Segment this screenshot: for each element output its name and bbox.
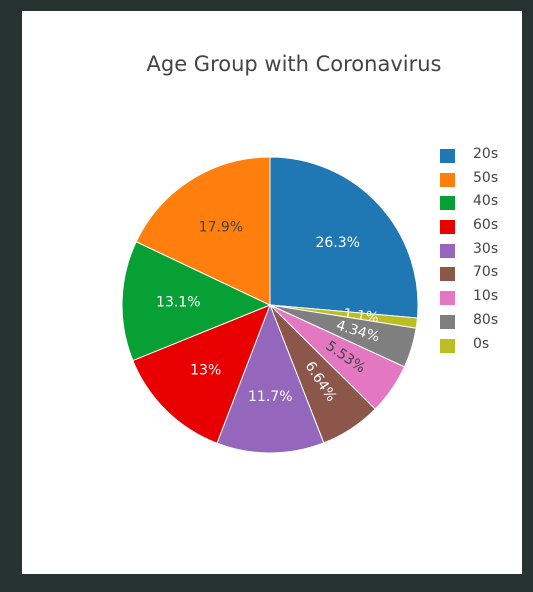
legend-item-0s[interactable]: 0s [440,335,520,359]
legend-item-60s[interactable]: 60s [440,216,520,240]
legend-swatch [440,314,455,329]
legend-swatch [440,338,455,353]
legend-item-70s[interactable]: 70s [440,263,520,287]
chart-title: Age Group with Coronavirus [146,52,442,76]
pie-chart: 26.3%1.1%4.34%5.53%6.64%11.7%13%13.1%17.… [121,156,419,454]
legend-item-10s[interactable]: 10s [440,287,520,311]
legend: 20s 50s 40s 60s 30s 70s 10s 80s 0s [440,145,520,358]
pie-slice-20s[interactable] [269,156,419,319]
legend-swatch [440,267,455,282]
chart-panel: Age Group with Coronavirus 26.3% 1.1% 4.34… [22,11,522,574]
legend-item-50s[interactable]: 50s [440,169,520,193]
legend-item-30s[interactable]: 30s [440,240,520,264]
legend-swatch [440,196,455,211]
legend-swatch [440,291,455,306]
pie-slice-40s[interactable] [121,241,272,362]
pie-slice-60s[interactable] [132,304,271,444]
slice-label-40s: 13.1% [156,294,200,310]
legend-swatch [440,220,455,235]
legend-label: 80s [473,311,499,328]
legend-swatch [440,172,455,187]
pie-slice-30s[interactable] [216,303,325,454]
legend-label: 60s [473,217,499,234]
legend-item-40s[interactable]: 40s [440,192,520,216]
legend-label: 30s [473,240,499,257]
legend-label: 10s [473,288,499,305]
legend-item-20s[interactable]: 20s [440,145,520,169]
slice-label-60s: 13% [190,362,221,378]
legend-label: 40s [473,193,499,210]
legend-label: 0s [473,335,490,352]
legend-label: 20s [473,146,499,162]
slice-label-30s: 11.7% [248,389,292,405]
slice-label-20s: 26.3% [315,235,359,251]
slice-label-50s: 17.9% [199,219,243,235]
legend-label: 70s [473,264,499,281]
pie-slice-50s[interactable] [135,156,271,306]
legend-swatch [440,149,455,163]
legend-label: 50s [473,169,499,186]
legend-swatch [440,243,455,258]
legend-item-80s[interactable]: 80s [440,311,520,335]
